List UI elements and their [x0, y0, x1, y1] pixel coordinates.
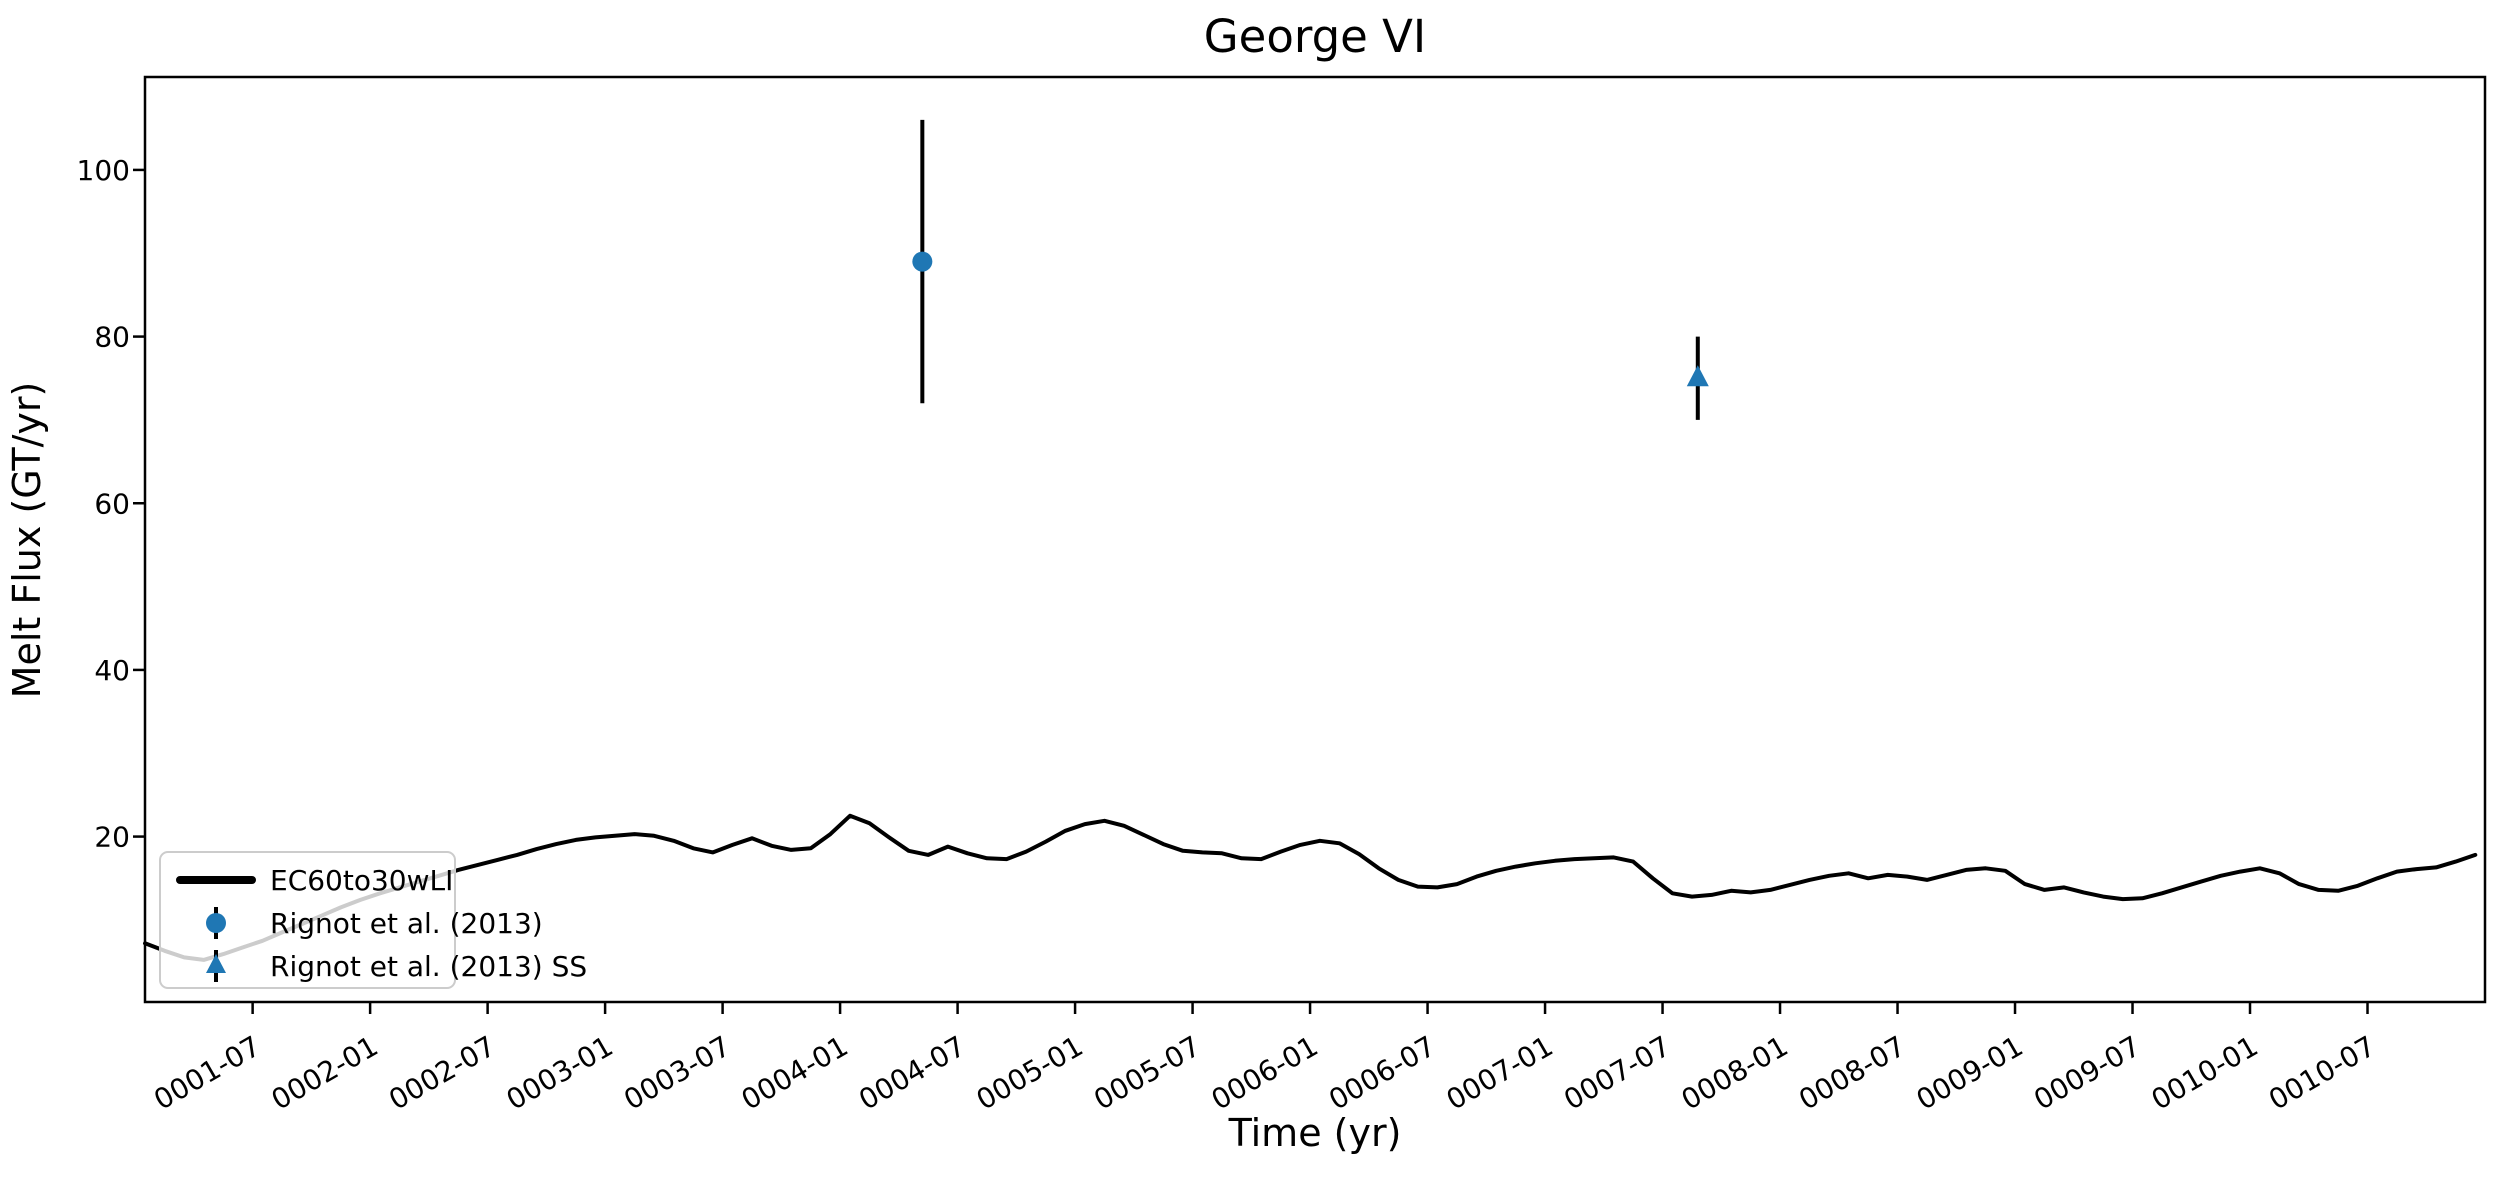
legend-triangle-marker: [206, 954, 226, 973]
x-axis-label: Time (yr): [1228, 1111, 1402, 1155]
plot-area: [143, 75, 2487, 1004]
data-point-circle: [912, 251, 933, 272]
y-tick-label: 60: [94, 487, 130, 520]
y-tick-label: 40: [94, 654, 130, 687]
legend-circle-marker: [206, 913, 226, 933]
y-axis-label: Melt Flux (GT/yr): [5, 382, 49, 699]
legend-item-label: Rignot et al. (2013): [270, 907, 543, 940]
legend-box: [159, 851, 456, 989]
legend-item-label: Rignot et al. (2013) SS: [270, 950, 587, 983]
y-tick-label: 20: [94, 821, 130, 854]
series-line-ec60to30wli: [143, 813, 2478, 962]
y-tick-label: 100: [77, 154, 130, 187]
legend-item-label: EC60to30wLI: [270, 864, 453, 897]
y-tick-label: 80: [94, 321, 130, 354]
chart-title: George VI: [1204, 10, 1426, 63]
data-point-triangle: [1686, 365, 1709, 387]
